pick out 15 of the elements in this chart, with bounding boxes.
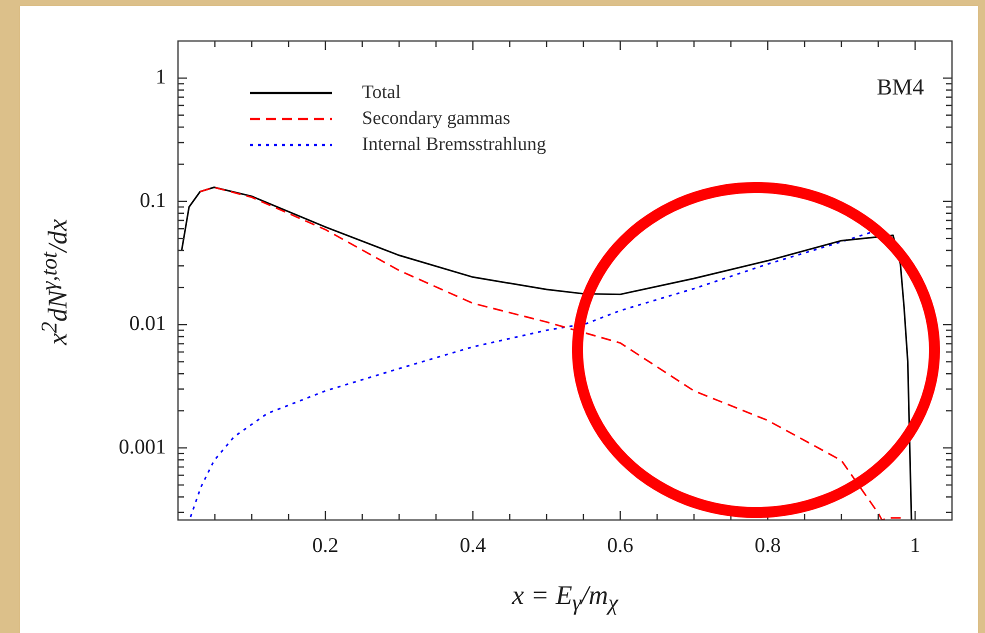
annotation: BM4 <box>876 74 924 100</box>
x-tick-label: 0.2 <box>312 533 339 558</box>
y-tick-label: 1 <box>156 64 166 89</box>
y-tick-label: 0.01 <box>129 311 166 336</box>
x-tick-label: 0.8 <box>754 533 781 558</box>
x-tick-label: 1 <box>910 533 920 558</box>
legend-label: Secondary gammas <box>362 108 510 129</box>
x-axis-title: x = E$_{γ}$/m$_{χ}$ <box>512 580 618 616</box>
line-series <box>190 232 872 518</box>
x-tick-label: 0.4 <box>460 533 486 558</box>
y-tick-label: 0.001 <box>118 434 166 458</box>
legend-label: Internal Bremsstrahlung <box>362 134 547 155</box>
x-tick-label: 0.6 <box>607 533 634 558</box>
y-tick-label: 0.1 <box>140 188 166 212</box>
legend-label: Total <box>362 82 401 103</box>
